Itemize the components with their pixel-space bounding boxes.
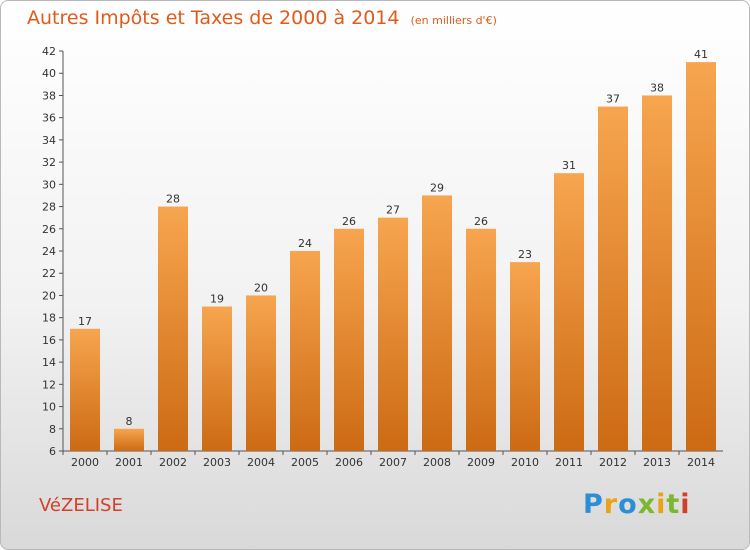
data-label: 38	[650, 81, 664, 94]
y-tick-label: 40	[42, 67, 56, 80]
y-tick-label: 26	[42, 223, 56, 236]
y-tick-label: 16	[42, 334, 56, 347]
value-labels: 17 8 28 19 20 24 26 27 29 26 23 31 37 38 41	[78, 48, 708, 428]
data-label: 19	[210, 293, 224, 306]
logo-letter: i	[656, 489, 667, 520]
bar	[422, 195, 452, 451]
y-tick-label: 30	[42, 178, 56, 191]
y-tick-label: 14	[42, 356, 56, 369]
data-label: 29	[430, 181, 444, 194]
bar	[290, 251, 320, 451]
data-label: 23	[518, 248, 532, 261]
bar	[70, 328, 100, 451]
bar	[202, 306, 232, 451]
data-label: 17	[78, 315, 92, 328]
bar	[686, 62, 716, 451]
y-tick-label: 12	[42, 378, 56, 391]
bar	[114, 428, 144, 451]
bar	[510, 262, 540, 451]
data-label: 26	[342, 215, 356, 228]
y-tick-label: 24	[42, 245, 56, 258]
data-label: 20	[254, 281, 268, 294]
x-tick-label: 2003	[203, 456, 231, 469]
x-tick-label: 2009	[467, 456, 495, 469]
data-label: 31	[562, 159, 576, 172]
data-label: 28	[166, 193, 180, 206]
logo-letter: o	[618, 489, 638, 520]
proxiti-logo: Proxiti	[583, 489, 691, 520]
data-label: 41	[694, 48, 708, 61]
y-tick-label: 6	[49, 445, 56, 458]
y-tick-label: 22	[42, 267, 56, 280]
chart-subtitle: (en milliers d'€)	[410, 14, 497, 27]
y-tick-label: 32	[42, 156, 56, 169]
x-tick-label: 2004	[247, 456, 275, 469]
x-tick-label: 2014	[687, 456, 715, 469]
y-tick-label: 28	[42, 201, 56, 214]
logo-letter: i	[680, 489, 691, 520]
x-tick-label: 2006	[335, 456, 363, 469]
logo-letter: t	[666, 489, 681, 520]
y-tick-label: 8	[49, 423, 56, 436]
x-tick-label: 2005	[291, 456, 319, 469]
logo-letter: r	[603, 489, 619, 520]
x-tick-label: 2010	[511, 456, 539, 469]
y-tick-label: 34	[42, 134, 56, 147]
bar	[334, 228, 364, 451]
x-tick-label: 2008	[423, 456, 451, 469]
chart-title: Autres Impôts et Taxes de 2000 à 2014	[27, 7, 400, 29]
x-tick-label: 2000	[71, 456, 99, 469]
data-label: 8	[126, 415, 133, 428]
x-tick-label: 2001	[115, 456, 143, 469]
y-tick-label: 42	[42, 45, 56, 58]
y-tick-label: 10	[42, 401, 56, 414]
y-tick-label: 20	[42, 289, 56, 302]
x-tick-label: 2011	[555, 456, 583, 469]
data-label: 26	[474, 215, 488, 228]
bar	[598, 106, 628, 452]
bar	[466, 228, 496, 451]
y-tick-label: 36	[42, 112, 56, 125]
x-tick-label: 2013	[643, 456, 671, 469]
logo-letter: P	[583, 489, 604, 520]
bars	[70, 62, 716, 452]
bar	[378, 217, 408, 451]
logo-letter: x	[637, 489, 657, 520]
x-tick-label: 2007	[379, 456, 407, 469]
title-block: Autres Impôts et Taxes de 2000 à 2014 (e…	[27, 7, 497, 29]
data-label: 37	[606, 93, 620, 106]
x-tick-label: 2002	[159, 456, 187, 469]
bar	[554, 173, 584, 451]
data-label: 27	[386, 204, 400, 217]
bar	[246, 295, 276, 451]
bar	[158, 206, 188, 451]
commune-name: VéZELISE	[39, 495, 123, 516]
y-tick-label: 18	[42, 312, 56, 325]
y-tick-label: 38	[42, 89, 56, 102]
bar	[642, 95, 672, 451]
data-label: 24	[298, 237, 312, 250]
x-tick-label: 2012	[599, 456, 627, 469]
